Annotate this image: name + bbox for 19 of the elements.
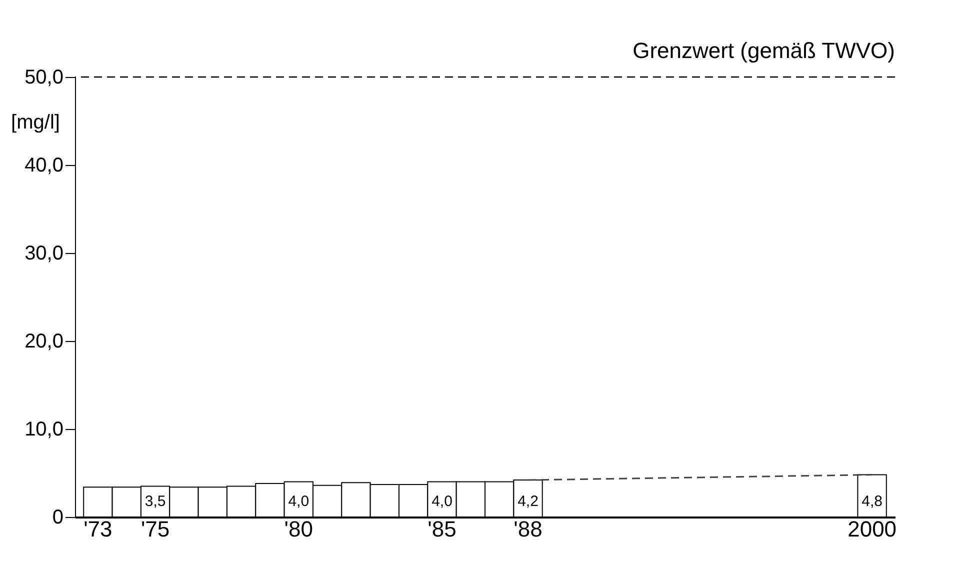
y-tick-label: 30,0 [24,242,64,264]
y-tick-label: 50,0 [24,66,64,88]
data-label: 3,5 [144,493,166,510]
data-label: 4,8 [862,493,882,510]
x-tick-label: '75 [140,516,170,542]
ref-line-label: Grenzwert (gemäß TWVO) [632,38,895,63]
y-axis-title: [mg/l] [11,112,60,134]
x-tick-label: '80 [284,516,313,542]
y-tick-label: 0 [52,506,64,528]
y-tick-label: 40,0 [24,154,64,176]
data-label: 4,0 [288,493,310,510]
data-label: 4,0 [432,493,452,510]
x-tick-label: '85 [428,516,456,542]
y-tick-label: 20,0 [24,330,64,352]
y-tick-label: 10,0 [24,418,64,440]
x-tick-label: '73 [84,516,112,542]
x-tick-label: 2000 [848,516,897,542]
x-tick-label: '88 [514,516,542,542]
data-label: 4,2 [518,493,538,510]
